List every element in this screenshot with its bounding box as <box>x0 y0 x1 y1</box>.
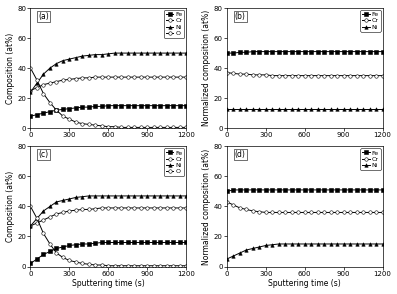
Y-axis label: Normalized composition (at%): Normalized composition (at%) <box>202 148 211 265</box>
Legend: Fe, Cr, Ni, O: Fe, Cr, Ni, O <box>164 10 184 38</box>
Text: (a): (a) <box>38 12 49 21</box>
Text: (c): (c) <box>38 150 48 159</box>
X-axis label: Sputtering time (s): Sputtering time (s) <box>72 279 145 288</box>
Y-axis label: Normalized composition (at%): Normalized composition (at%) <box>202 10 211 126</box>
Y-axis label: Composition (at%): Composition (at%) <box>6 171 15 242</box>
Text: (d): (d) <box>235 150 246 159</box>
X-axis label: Sputtering time (s): Sputtering time (s) <box>268 279 341 288</box>
Legend: Fe, Cr, Ni: Fe, Cr, Ni <box>360 10 381 32</box>
Legend: Fe, Cr, Ni, O: Fe, Cr, Ni, O <box>164 148 184 176</box>
Legend: Fe, Cr, Ni: Fe, Cr, Ni <box>360 148 381 170</box>
Y-axis label: Composition (at%): Composition (at%) <box>6 32 15 104</box>
Text: (b): (b) <box>235 12 246 21</box>
